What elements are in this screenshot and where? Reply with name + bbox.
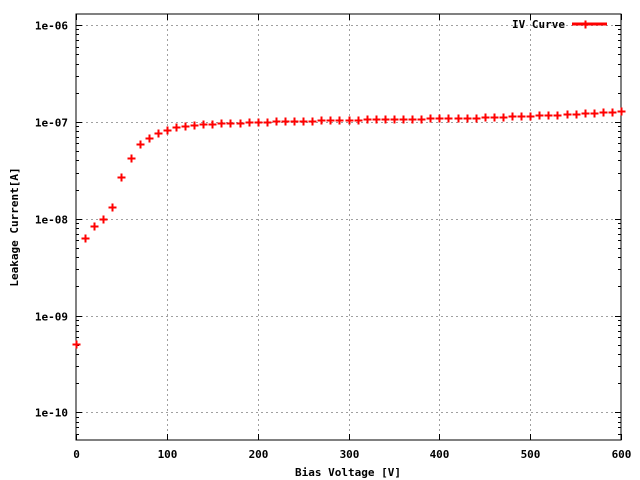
data-point [308,117,317,126]
data-point [163,126,172,135]
data-point [363,115,372,124]
data-point [335,116,344,125]
data-point [217,119,226,128]
data-point [472,114,481,123]
data-point [263,118,272,127]
y-tick-label: 1e-08 [35,214,68,227]
data-point [226,119,235,128]
x-tick-label: 600 [612,448,632,461]
data-point [317,116,326,125]
x-axis-label: Bias Voltage [V] [295,466,401,479]
data-point [390,115,399,124]
x-tick-label: 200 [249,448,269,461]
data-point [426,114,435,123]
data-point [553,111,562,120]
x-tick-label: 300 [340,448,360,461]
data-point [127,154,136,163]
data-point [245,118,254,127]
data-point [136,140,145,149]
data-point [435,114,444,123]
ticks [76,14,622,440]
data-point [281,117,290,126]
legend: IV Curve [512,18,607,31]
data-point [254,118,263,127]
data-point [572,110,581,119]
data-point [526,112,535,121]
data-point [208,120,217,129]
data-point [444,114,453,123]
y-tick-label: 1e-06 [35,20,68,33]
data-point [481,113,490,122]
data-point [99,215,108,224]
data-point [617,107,626,116]
data-point [181,122,190,131]
data-point [108,203,117,212]
data-point [608,108,617,117]
tick-labels: 0 100 200 300 400 500 600 1e-10 1e-09 1e-08 1e-07 1… [35,20,632,462]
data-point [190,121,199,130]
data-point [272,117,281,126]
plot-frame [75,13,622,441]
data-point [299,117,308,126]
grid [76,14,621,440]
data-point [381,115,390,124]
data-point [236,119,245,128]
data-point [499,113,508,122]
data-point [326,116,335,125]
x-tick-label: 0 [73,448,80,461]
data-point [490,113,499,122]
data-point [563,110,572,119]
legend-label: IV Curve [512,18,565,31]
data-point [535,111,544,120]
data-point [372,115,381,124]
data-point [81,234,90,243]
data-point [599,108,608,117]
data-point [199,120,208,129]
data-point [90,222,99,231]
data-point [508,112,517,121]
data-point [145,134,154,143]
data-point [399,115,408,124]
data-point [354,116,363,125]
legend-marker [581,20,590,29]
data-point [345,116,354,125]
data-point [463,114,472,123]
y-tick-label: 1e-09 [35,311,68,324]
data-point [417,115,426,124]
data-point [290,117,299,126]
y-axis-label: Leakage Current[A] [8,167,21,286]
y-tick-label: 1e-10 [35,407,68,420]
x-tick-label: 100 [158,448,178,461]
x-tick-label: 500 [521,448,541,461]
data-point [581,109,590,118]
data-point [544,111,553,120]
x-tick-label: 400 [430,448,450,461]
data-point [72,340,81,349]
data-point [117,173,126,182]
data-point [590,109,599,118]
data-point [517,112,526,121]
data-point [454,114,463,123]
y-tick-label: 1e-07 [35,117,68,130]
series-iv-curve [72,107,626,349]
data-point [154,129,163,138]
data-point [172,123,181,132]
data-point [408,115,417,124]
